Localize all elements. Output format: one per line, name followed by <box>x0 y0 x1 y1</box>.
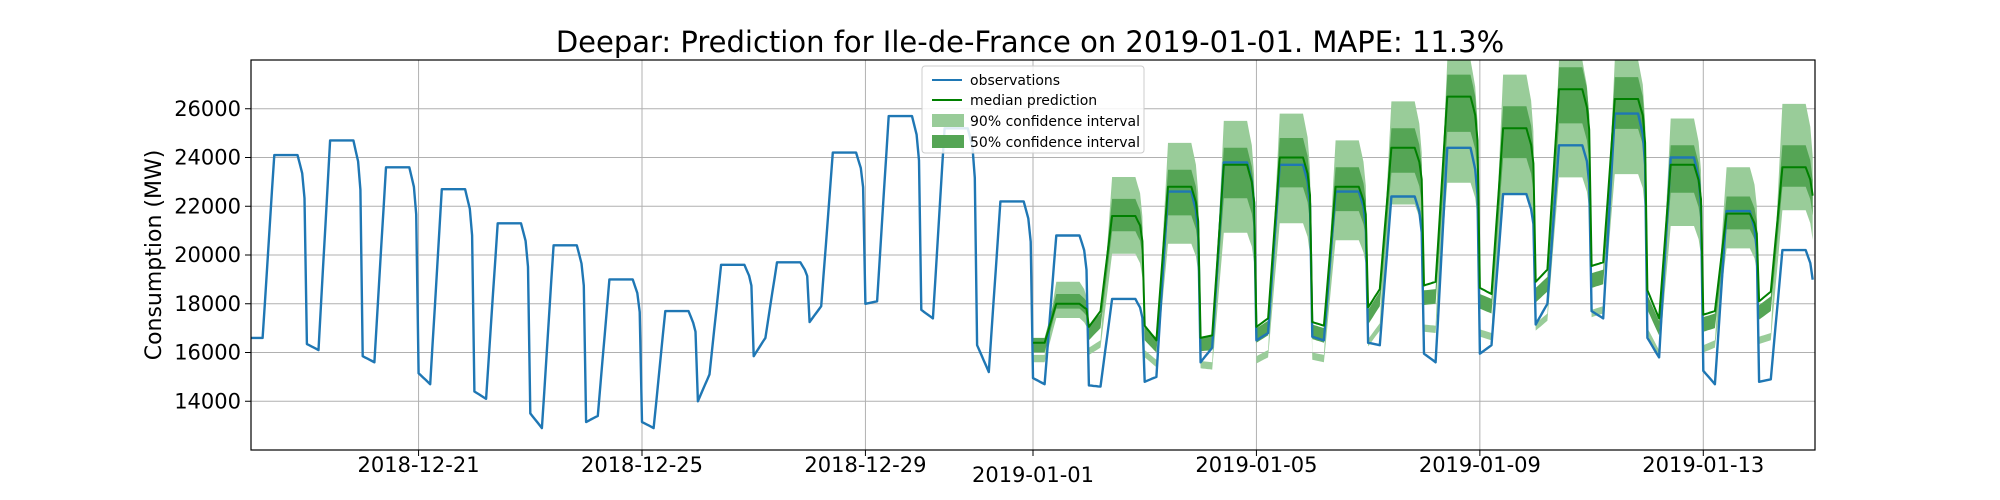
median-layer <box>1033 88 1814 344</box>
legend-swatch-ci50 <box>932 135 964 148</box>
y-axis-ticks: 14000 16000 18000 20000 22000 24000 26000 <box>174 97 251 413</box>
y-tick-label: 14000 <box>174 389 241 413</box>
y-tick-label: 26000 <box>174 97 241 121</box>
legend-swatch-ci90 <box>932 114 964 127</box>
confidence-90-band <box>1033 60 1813 370</box>
x-tick-label: 2019-01-01 <box>972 463 1094 487</box>
y-axis-label: Consumption (MW) <box>142 150 167 361</box>
legend-label-observations: observations <box>970 73 1060 89</box>
x-tick-label: 2019-01-05 <box>1195 453 1317 477</box>
x-tick-label: 2019-01-09 <box>1419 453 1541 477</box>
legend: observations median prediction 90% confi… <box>921 65 1145 154</box>
confidence-50-band <box>1033 67 1813 353</box>
legend-box <box>921 65 1145 154</box>
y-tick-label: 22000 <box>174 194 241 218</box>
confidence-90-band-layer <box>1033 60 1813 370</box>
x-tick-label: 2018-12-25 <box>581 453 703 477</box>
chart-title: Deepar: Prediction for Ile-de-France on … <box>556 25 1504 59</box>
median-prediction-line <box>1033 88 1814 344</box>
y-tick-label: 18000 <box>174 292 241 316</box>
legend-label-ci50: 50% confidence interval <box>970 135 1140 151</box>
x-axis-ticks: 2018-12-21 2018-12-25 2018-12-29 2019-01-01… <box>358 450 1764 487</box>
legend-label-ci90: 90% confidence interval <box>970 114 1140 130</box>
x-tick-label: 2018-12-21 <box>358 453 480 477</box>
y-tick-label: 20000 <box>174 243 241 267</box>
confidence-50-band-layer <box>1033 67 1813 353</box>
x-tick-label: 2018-12-29 <box>804 453 926 477</box>
y-tick-label: 16000 <box>174 341 241 365</box>
observations-line <box>251 112 1814 430</box>
legend-label-median: median prediction <box>970 93 1097 109</box>
y-tick-label: 24000 <box>174 146 241 170</box>
observations-layer <box>251 112 1814 430</box>
x-tick-label: 2019-01-13 <box>1642 453 1764 477</box>
